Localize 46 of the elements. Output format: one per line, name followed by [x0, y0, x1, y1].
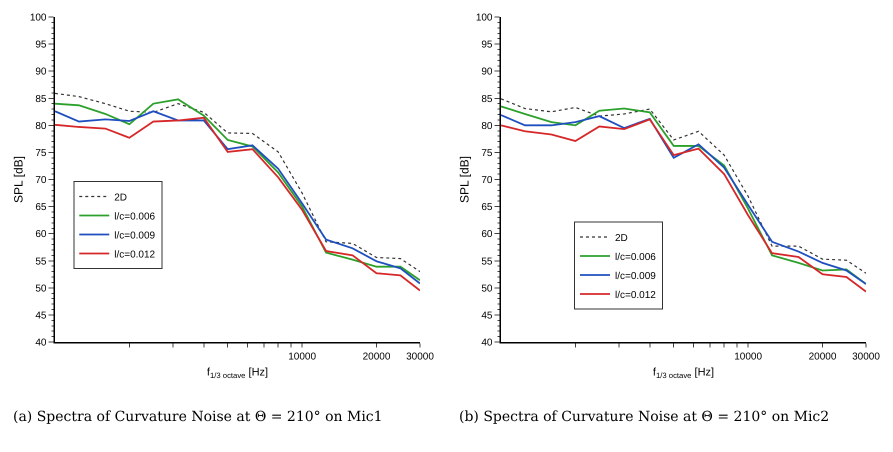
y-tick-label: 80 — [481, 120, 493, 132]
y-tick-label: 45 — [35, 310, 47, 322]
y-tick-label: 95 — [481, 40, 493, 51]
y-tick-label: 100 — [476, 12, 493, 24]
legend-label: 2D — [615, 232, 628, 244]
y-tick-label: 55 — [35, 256, 47, 268]
y-axis-title: SPL [dB] — [457, 156, 472, 203]
y-tick-label: 50 — [35, 283, 47, 294]
y-tick-label: 50 — [481, 283, 493, 294]
x-tick-label: 10000 — [288, 352, 316, 362]
x-tick-label: 30000 — [406, 352, 434, 362]
y-tick-label: 60 — [35, 229, 47, 240]
y-tick-label: 65 — [481, 202, 493, 214]
legend-label: l/c=0.012 — [114, 249, 156, 260]
legend-label: l/c=0.009 — [114, 230, 156, 242]
x-axis-title: f$_{1/3 octave}$ [Hz] — [206, 366, 268, 380]
legend-label: l/c=0.012 — [615, 290, 656, 301]
y-tick-label: 85 — [481, 94, 493, 105]
y-tick-label: 75 — [35, 148, 47, 159]
legend-label: 2D — [114, 192, 128, 204]
y-tick-label: 95 — [35, 40, 47, 51]
text: (a) Spectra of Curvature Noise at Θ = 210° on Mic1 — [13, 409, 383, 425]
y-tick-label: 65 — [35, 202, 47, 214]
x-axis-title: f$_{1/3 octave}$ [Hz] — [652, 366, 714, 380]
y-tick-label: 70 — [35, 175, 47, 186]
legend-label: l/c=0.006 — [114, 211, 156, 222]
y-tick-label: 80 — [35, 120, 47, 132]
y-tick-label: 70 — [481, 175, 493, 186]
y-tick-label: 90 — [35, 66, 47, 78]
x-tick-label: 10000 — [734, 352, 762, 362]
x-tick-label: 20000 — [808, 352, 837, 362]
text: (b) Spectra of Curvature Noise at Θ = 210° on Mic2 — [459, 409, 830, 425]
y-tick-label: 90 — [481, 66, 493, 78]
legend-label: l/c=0.009 — [615, 270, 656, 282]
y-tick-label: 40 — [481, 338, 493, 348]
y-tick-label: 60 — [481, 229, 493, 240]
y-tick-label: 55 — [481, 256, 493, 268]
y-tick-label: 45 — [481, 310, 493, 322]
y-tick-label: 75 — [481, 148, 493, 159]
x-tick-label: 30000 — [852, 352, 880, 362]
x-tick-label: 20000 — [362, 352, 391, 362]
y-tick-label: 40 — [35, 338, 47, 348]
legend-label: l/c=0.006 — [615, 252, 656, 263]
y-axis-title: SPL [dB] — [11, 156, 26, 203]
y-tick-label: 100 — [30, 12, 47, 24]
y-tick-label: 85 — [35, 94, 47, 105]
